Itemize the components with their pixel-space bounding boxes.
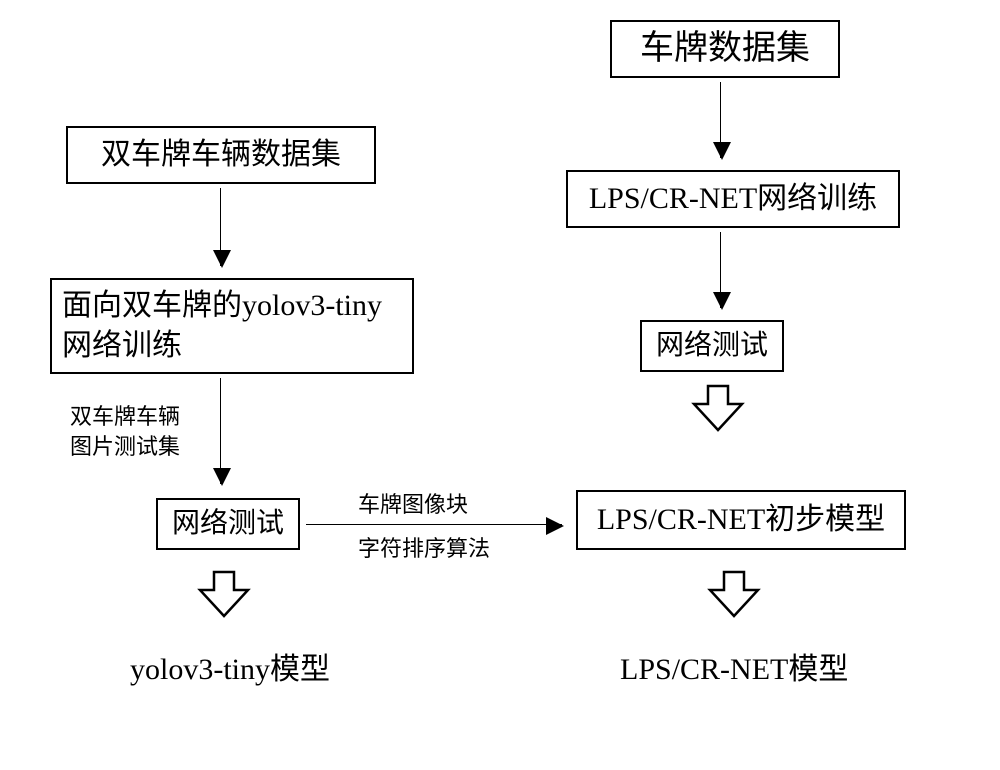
label-l_sort: 字符排序算法: [358, 534, 490, 564]
arrow-hollow-1: [690, 384, 746, 432]
arrow-solid-3: [720, 232, 721, 308]
node-n_left_test: 网络测试: [156, 498, 300, 550]
node-n_right_model: LPS/CR-NET初步模型: [576, 490, 906, 550]
arrow-hollow-2: [706, 570, 762, 618]
node-n_right_test: 网络测试: [640, 320, 784, 372]
output-o_left: yolov3-tiny模型: [130, 650, 330, 691]
output-o_right: LPS/CR-NET模型: [620, 650, 848, 691]
node-n_left_mid: 面向双车牌的yolov3-tiny网络训练: [50, 278, 414, 374]
arrow-hollow-0: [196, 570, 252, 618]
arrow-solid-1: [220, 378, 221, 484]
node-n_left_top: 双车牌车辆数据集: [66, 126, 376, 184]
arrow-solid-2: [720, 82, 721, 158]
arrow-solid-4: [306, 524, 562, 525]
arrow-solid-0: [220, 188, 221, 266]
label-l_block: 车牌图像块: [358, 490, 468, 520]
node-n_right_train: LPS/CR-NET网络训练: [566, 170, 900, 228]
node-n_right_top: 车牌数据集: [610, 20, 840, 78]
flowchart-canvas: 双车牌车辆数据集面向双车牌的yolov3-tiny网络训练网络测试车牌数据集LP…: [0, 0, 1000, 770]
label-l_testset: 双车牌车辆图片测试集: [70, 402, 180, 461]
